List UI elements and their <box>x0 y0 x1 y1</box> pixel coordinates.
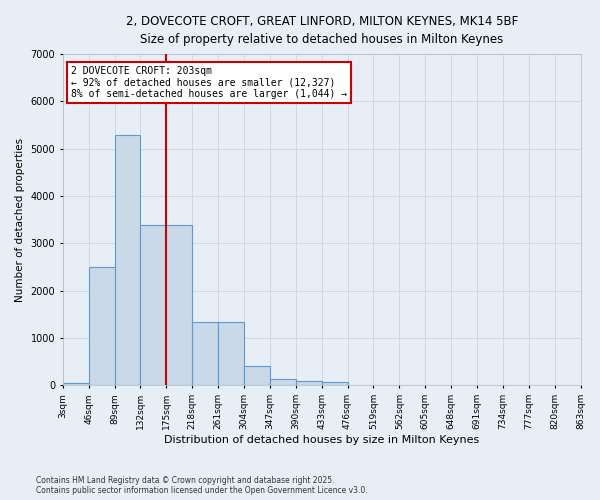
Bar <box>63 383 89 386</box>
Bar <box>166 224 192 386</box>
Bar <box>322 382 347 386</box>
Bar <box>89 267 115 386</box>
Text: Contains HM Land Registry data © Crown copyright and database right 2025.
Contai: Contains HM Land Registry data © Crown c… <box>36 476 368 495</box>
Title: 2, DOVECOTE CROFT, GREAT LINFORD, MILTON KEYNES, MK14 5BF
Size of property relat: 2, DOVECOTE CROFT, GREAT LINFORD, MILTON… <box>125 15 518 46</box>
Bar <box>115 134 140 386</box>
Bar <box>192 322 218 386</box>
X-axis label: Distribution of detached houses by size in Milton Keynes: Distribution of detached houses by size … <box>164 435 479 445</box>
Text: 2 DOVECOTE CROFT: 203sqm
← 92% of detached houses are smaller (12,327)
8% of sem: 2 DOVECOTE CROFT: 203sqm ← 92% of detach… <box>71 66 347 99</box>
Bar <box>296 380 322 386</box>
Y-axis label: Number of detached properties: Number of detached properties <box>15 138 25 302</box>
Bar <box>218 322 244 386</box>
Bar <box>140 224 166 386</box>
Bar <box>270 380 296 386</box>
Bar <box>244 366 270 386</box>
